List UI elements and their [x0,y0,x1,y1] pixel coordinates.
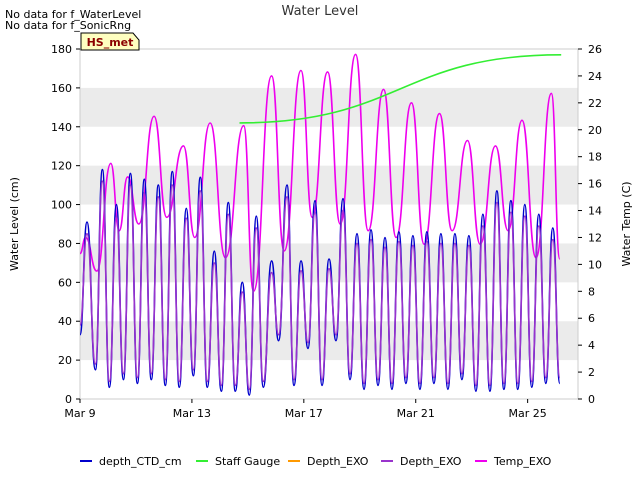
station-badge-shape [80,32,140,51]
series-line-staff-gauge-1 [239,54,562,124]
legend-label: Depth_EXO [400,455,462,468]
y2-tick-label: 18 [588,151,602,164]
no-data-note-waterlevel: No data for f_WaterLevel [5,8,142,21]
x-axis: Mar 9 Mar 13 Mar 17 Mar 21 Mar 25 [64,399,547,420]
y2-tick-label: 4 [588,339,595,352]
y2-axis-label: Water Temp (C) [620,181,633,266]
left-y-axis: 0 20 40 60 80 100 120 140 160 180 [51,43,80,406]
x-tick-label: Mar 17 [285,407,323,420]
y-tick-label: 100 [51,199,72,212]
station-badge-label: HS_met [87,36,134,49]
y2-tick-label: 16 [588,178,602,191]
x-tick-label: Mar 13 [173,407,211,420]
y2-tick-label: 12 [588,231,602,244]
y2-tick-label: 24 [588,70,602,83]
y2-tick-label: 6 [588,312,595,325]
x-tick-label: Mar 25 [509,407,547,420]
y2-tick-label: 8 [588,285,595,298]
no-data-note-sonicrng: No data for f_SonicRng [5,19,132,32]
legend-label: Depth_EXO [307,455,369,468]
series-layer [79,53,562,396]
y-tick-label: 20 [58,354,72,367]
band [80,87,578,127]
y2-tick-label: 20 [588,124,602,137]
y-tick-label: 60 [58,276,72,289]
y2-tick-label: 14 [588,205,602,218]
y2-tick-label: 10 [588,258,602,271]
y-tick-label: 140 [51,121,72,134]
y-tick-label: 160 [51,82,72,95]
y2-tick-label: 22 [588,97,602,110]
legend-label: Temp_EXO [493,455,552,468]
x-tick-label: Mar 21 [397,407,435,420]
y-tick-label: 80 [58,237,72,250]
station-badge: HS_met [80,32,140,51]
plot-frame [79,48,579,400]
y-tick-label: 120 [51,160,72,173]
x-tick-label: Mar 9 [64,407,95,420]
legend-label: Staff Gauge [215,455,280,468]
chart-title: Water Level [282,4,359,19]
series-line-depth-exo-3 [79,180,561,391]
y-tick-label: 0 [65,393,72,406]
y-tick-label: 180 [51,43,72,56]
y2-tick-label: 0 [588,393,595,406]
y2-tick-label: 26 [588,43,602,56]
y-axis-label: Water Level (cm) [8,177,21,271]
y-tick-label: 40 [58,315,72,328]
y2-tick-label: 2 [588,366,595,379]
legend: depth_CTD_cm Staff Gauge Depth_EXO Depth_EX… [80,455,552,468]
legend-label: depth_CTD_cm [99,455,182,468]
